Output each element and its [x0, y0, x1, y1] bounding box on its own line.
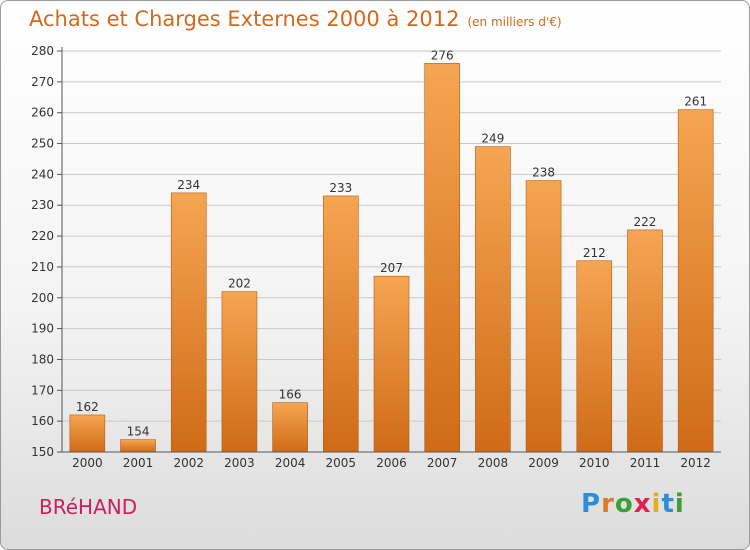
value-label: 202 — [228, 277, 251, 291]
x-tick-label: 2005 — [326, 456, 357, 470]
bar-2011 — [627, 229, 663, 453]
bar-2007 — [424, 63, 460, 453]
logo-letter: i — [651, 489, 662, 519]
bar-2012 — [677, 109, 714, 453]
y-tick-label: 210 — [31, 260, 54, 274]
value-label: 162 — [76, 400, 99, 414]
value-label: 207 — [380, 261, 403, 275]
proxiti-logo: Proxiti — [581, 489, 685, 519]
bar-2003 — [221, 291, 258, 453]
value-label: 234 — [177, 178, 200, 192]
bar-2008 — [475, 146, 511, 453]
place-name: BRéHAND — [39, 495, 138, 519]
value-label: 276 — [431, 48, 454, 62]
logo-letter: i — [674, 489, 685, 519]
y-tick-label: 270 — [31, 75, 54, 89]
title-main: Achats et Charges Externes 2000 à 2012 — [29, 7, 460, 31]
y-tick-label: 230 — [31, 198, 54, 212]
logo-letter: r — [601, 489, 615, 519]
logo-letter: o — [614, 489, 634, 519]
x-tick-label: 2008 — [478, 456, 509, 470]
value-label: 261 — [684, 95, 707, 109]
x-tick-label: 2012 — [680, 456, 711, 470]
value-label: 249 — [481, 132, 504, 146]
logo-letter: t — [661, 489, 675, 519]
x-tick-label: 2002 — [173, 456, 204, 470]
chart-title: Achats et Charges Externes 2000 à 2012 (e… — [29, 7, 562, 31]
x-tick-label: 2010 — [579, 456, 610, 470]
y-tick-label: 190 — [31, 322, 54, 336]
y-tick-label: 280 — [31, 44, 54, 58]
x-tick-label: 2004 — [275, 456, 306, 470]
y-tick-label: 180 — [31, 352, 54, 366]
x-tick-label: 2000 — [72, 456, 103, 470]
value-label: 233 — [329, 181, 352, 195]
value-label: 238 — [532, 166, 555, 180]
bar-2001 — [120, 439, 156, 453]
x-tick-label: 2009 — [528, 456, 559, 470]
bar-2002 — [170, 192, 207, 453]
value-label: 154 — [127, 425, 150, 439]
axes — [57, 47, 721, 453]
bar-2005 — [323, 195, 359, 453]
bar-2006 — [373, 275, 410, 453]
value-label: 222 — [634, 215, 657, 229]
x-tick-label: 2007 — [427, 456, 458, 470]
x-tick-label: 2011 — [630, 456, 661, 470]
bar-2004 — [272, 402, 308, 453]
bar-2010 — [576, 260, 613, 453]
value-label: 166 — [279, 388, 302, 402]
logo-letter: x — [633, 489, 652, 519]
bar-2000 — [69, 414, 106, 453]
y-tick-label: 150 — [31, 445, 54, 459]
y-tick-label: 200 — [31, 291, 54, 305]
y-tick-label: 220 — [31, 229, 54, 243]
title-subtitle: (en milliers d'€) — [467, 15, 562, 29]
y-tick-label: 260 — [31, 106, 54, 120]
y-tick-label: 240 — [31, 167, 54, 181]
y-tick-label: 170 — [31, 383, 54, 397]
y-tick-label: 160 — [31, 414, 54, 428]
bars — [69, 63, 714, 453]
value-label: 212 — [583, 246, 606, 260]
bar-2009 — [525, 180, 562, 453]
x-tick-label: 2001 — [123, 456, 154, 470]
labels: 150 160 170 180 190 200 210 220 230 240 250 260 270 2… — [31, 44, 711, 470]
y-tick-label: 250 — [31, 137, 54, 151]
x-tick-label: 2006 — [376, 456, 407, 470]
x-tick-label: 2003 — [224, 456, 255, 470]
logo-letter: P — [581, 489, 602, 519]
